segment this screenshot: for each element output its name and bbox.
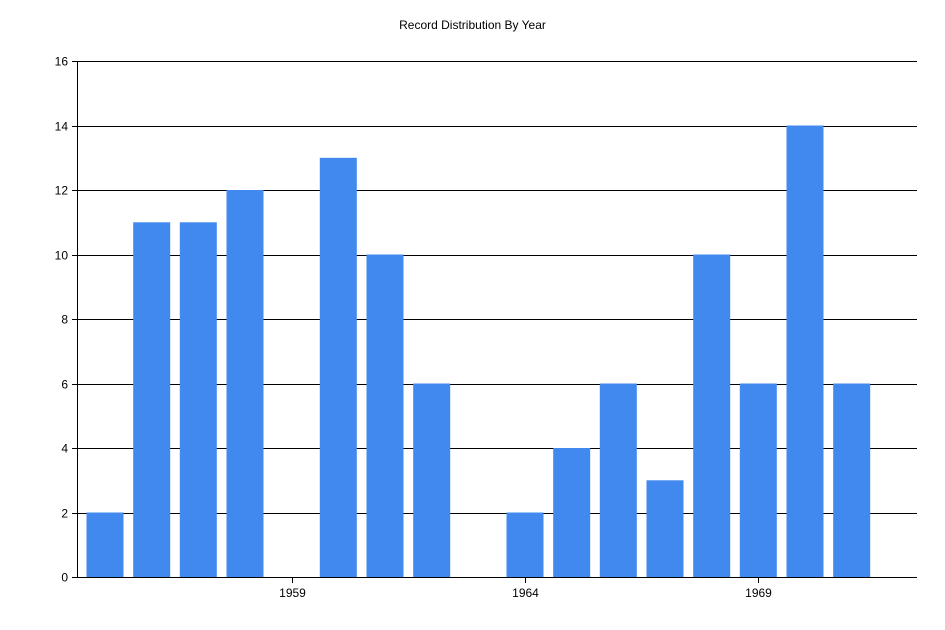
bars xyxy=(86,125,871,578)
bar-1955 xyxy=(86,512,124,577)
x-tick-label: 1964 xyxy=(512,586,539,600)
bar-1969 xyxy=(739,383,777,577)
x-tick-label: 1969 xyxy=(745,586,772,600)
bar-1968 xyxy=(693,254,731,577)
bar-1961 xyxy=(366,254,404,577)
bar-1964 xyxy=(506,512,544,577)
bar-1957 xyxy=(179,222,217,578)
bar-1971 xyxy=(833,383,871,577)
y-tick-label: 12 xyxy=(55,184,69,198)
axes xyxy=(72,61,917,583)
x-tick-label: 1959 xyxy=(279,586,306,600)
y-tick-label: 16 xyxy=(55,55,69,69)
bar-1960 xyxy=(319,157,357,578)
y-tick-label: 8 xyxy=(61,313,68,327)
y-tick-label: 2 xyxy=(61,507,68,521)
bar-1958 xyxy=(226,190,264,577)
y-tick-label: 0 xyxy=(61,571,68,585)
y-tick-label: 6 xyxy=(61,378,68,392)
tick-labels: 0 2 4 6 8 10 12 14 16 1959 1964 1969 xyxy=(55,55,773,601)
bar-1970 xyxy=(786,125,824,577)
y-tick-label: 4 xyxy=(61,442,68,456)
bar-1967 xyxy=(646,480,684,578)
bar-1956 xyxy=(133,222,171,578)
y-tick-label: 14 xyxy=(55,120,69,134)
bar-1965 xyxy=(553,448,591,577)
bar-1966 xyxy=(599,383,637,577)
bar-1962 xyxy=(413,383,451,577)
y-tick-label: 10 xyxy=(55,249,69,263)
grid-lines xyxy=(77,61,917,514)
chart-title: Record Distribution By Year xyxy=(399,18,546,32)
